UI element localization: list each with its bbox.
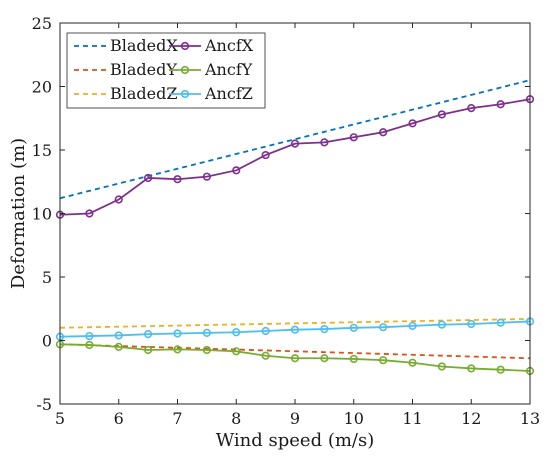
y-tick-label: 15: [32, 141, 52, 160]
legend-label: BladedX: [110, 36, 178, 55]
legend-marker: [180, 41, 190, 51]
data-point-ancfz: [408, 321, 417, 330]
legend-item-ancfy: AncfY: [169, 60, 253, 79]
series-ancfz: [55, 317, 535, 341]
data-point-ancfx: [290, 139, 300, 148]
y-tick-label: 10: [32, 205, 52, 224]
data-point-ancfx: [408, 119, 417, 128]
legend-box: [66, 32, 266, 109]
data-point-ancfx: [144, 173, 153, 183]
data-point-ancfz: [173, 329, 182, 338]
legend-label: BladedY: [110, 60, 177, 79]
x-tick-label: 11: [402, 409, 422, 428]
legend-item-bladedz: BladedZ: [74, 84, 177, 103]
x-tick-label: 12: [461, 409, 481, 428]
data-point-ancfx: [349, 133, 358, 142]
data-point-ancfy: [202, 345, 211, 355]
series-line-ancfz: [59, 320, 531, 338]
legend-marker: [180, 89, 190, 99]
legend: BladedX AncfX BladedY AncfY BladedZ AncfZ: [66, 32, 266, 109]
data-point-ancfz: [202, 328, 211, 337]
data-point-ancfy: [114, 342, 123, 351]
data-point-ancfz: [290, 325, 300, 334]
data-point-ancfy: [379, 356, 388, 365]
series-line-bladedy: [59, 343, 531, 360]
legend-label: BladedZ: [110, 84, 177, 103]
y-tick-label: 25: [32, 14, 52, 33]
data-point-ancfz: [261, 326, 270, 336]
data-point-ancfx: [467, 103, 476, 113]
axes-layer: 5 6 7 8 9 10 11 12 13 -5 0 5 10 15 20 25: [32, 14, 541, 428]
y-axis-title: Deformation (m): [8, 138, 29, 289]
data-point-ancfz: [467, 319, 476, 329]
legend-item-ancfx: AncfX: [169, 36, 254, 55]
x-tick-label: 7: [172, 409, 182, 428]
y-tick-label: 5: [42, 268, 52, 287]
data-point-ancfz: [349, 323, 358, 332]
series-layer: [55, 79, 535, 376]
x-tick-label: 13: [520, 409, 540, 428]
x-tick-label: 9: [290, 409, 300, 428]
legend-item-bladedy: BladedY: [74, 60, 177, 79]
series-bladedz: [59, 318, 531, 329]
data-point-ancfx: [85, 209, 94, 218]
data-point-ancfy: [437, 362, 446, 371]
data-point-ancfy: [261, 351, 270, 360]
x-tick-label: 10: [344, 409, 364, 428]
legend-marker: [180, 65, 190, 75]
data-point-ancfx: [173, 175, 182, 184]
x-tick-label: 6: [114, 409, 124, 428]
data-point-ancfy: [467, 364, 476, 373]
data-point-ancfz: [85, 331, 94, 341]
data-point-ancfy: [144, 345, 153, 355]
data-point-ancfx: [496, 100, 505, 109]
y-tick-label: 0: [42, 332, 52, 351]
y-tick-label: -5: [36, 395, 52, 414]
legend-label: AncfZ: [204, 84, 253, 103]
y-tick-label: 20: [32, 78, 52, 97]
legend-label: AncfY: [204, 60, 253, 79]
data-point-ancfz: [232, 328, 241, 337]
data-point-ancfy: [496, 365, 505, 374]
series-line-bladedz: [59, 318, 531, 329]
data-point-ancfx: [437, 110, 446, 119]
series-line-ancfy: [59, 343, 531, 372]
data-point-ancfy: [320, 354, 329, 363]
x-tick-label: 5: [55, 409, 65, 428]
data-point-ancfy: [85, 340, 94, 350]
series-line-ancfx: [59, 98, 531, 216]
data-point-ancfz: [437, 320, 446, 329]
data-point-ancfz: [320, 324, 329, 334]
legend-item-bladedx: BladedX: [74, 36, 178, 55]
data-point-ancfx: [232, 166, 241, 175]
data-point-ancfx: [202, 172, 211, 181]
data-point-ancfz: [144, 330, 153, 339]
data-point-ancfy: [290, 354, 300, 363]
x-axis-title: Wind speed (m/s): [216, 430, 375, 451]
data-point-ancfy: [173, 345, 182, 354]
series-bladedy: [59, 343, 531, 360]
data-point-ancfx: [320, 138, 329, 147]
data-point-ancfx: [261, 150, 270, 160]
legend-label: AncfX: [204, 36, 254, 55]
legend-item-ancfz: AncfZ: [169, 84, 253, 103]
data-point-ancfx: [114, 195, 123, 204]
data-point-ancfy: [349, 354, 358, 364]
data-point-ancfy: [232, 347, 241, 356]
data-point-ancfy: [408, 358, 417, 367]
data-point-ancfx: [379, 128, 388, 137]
data-point-ancfz: [379, 323, 388, 332]
data-point-ancfz: [496, 318, 505, 327]
x-tick-label: 8: [231, 409, 241, 428]
data-point-ancfz: [114, 331, 123, 340]
